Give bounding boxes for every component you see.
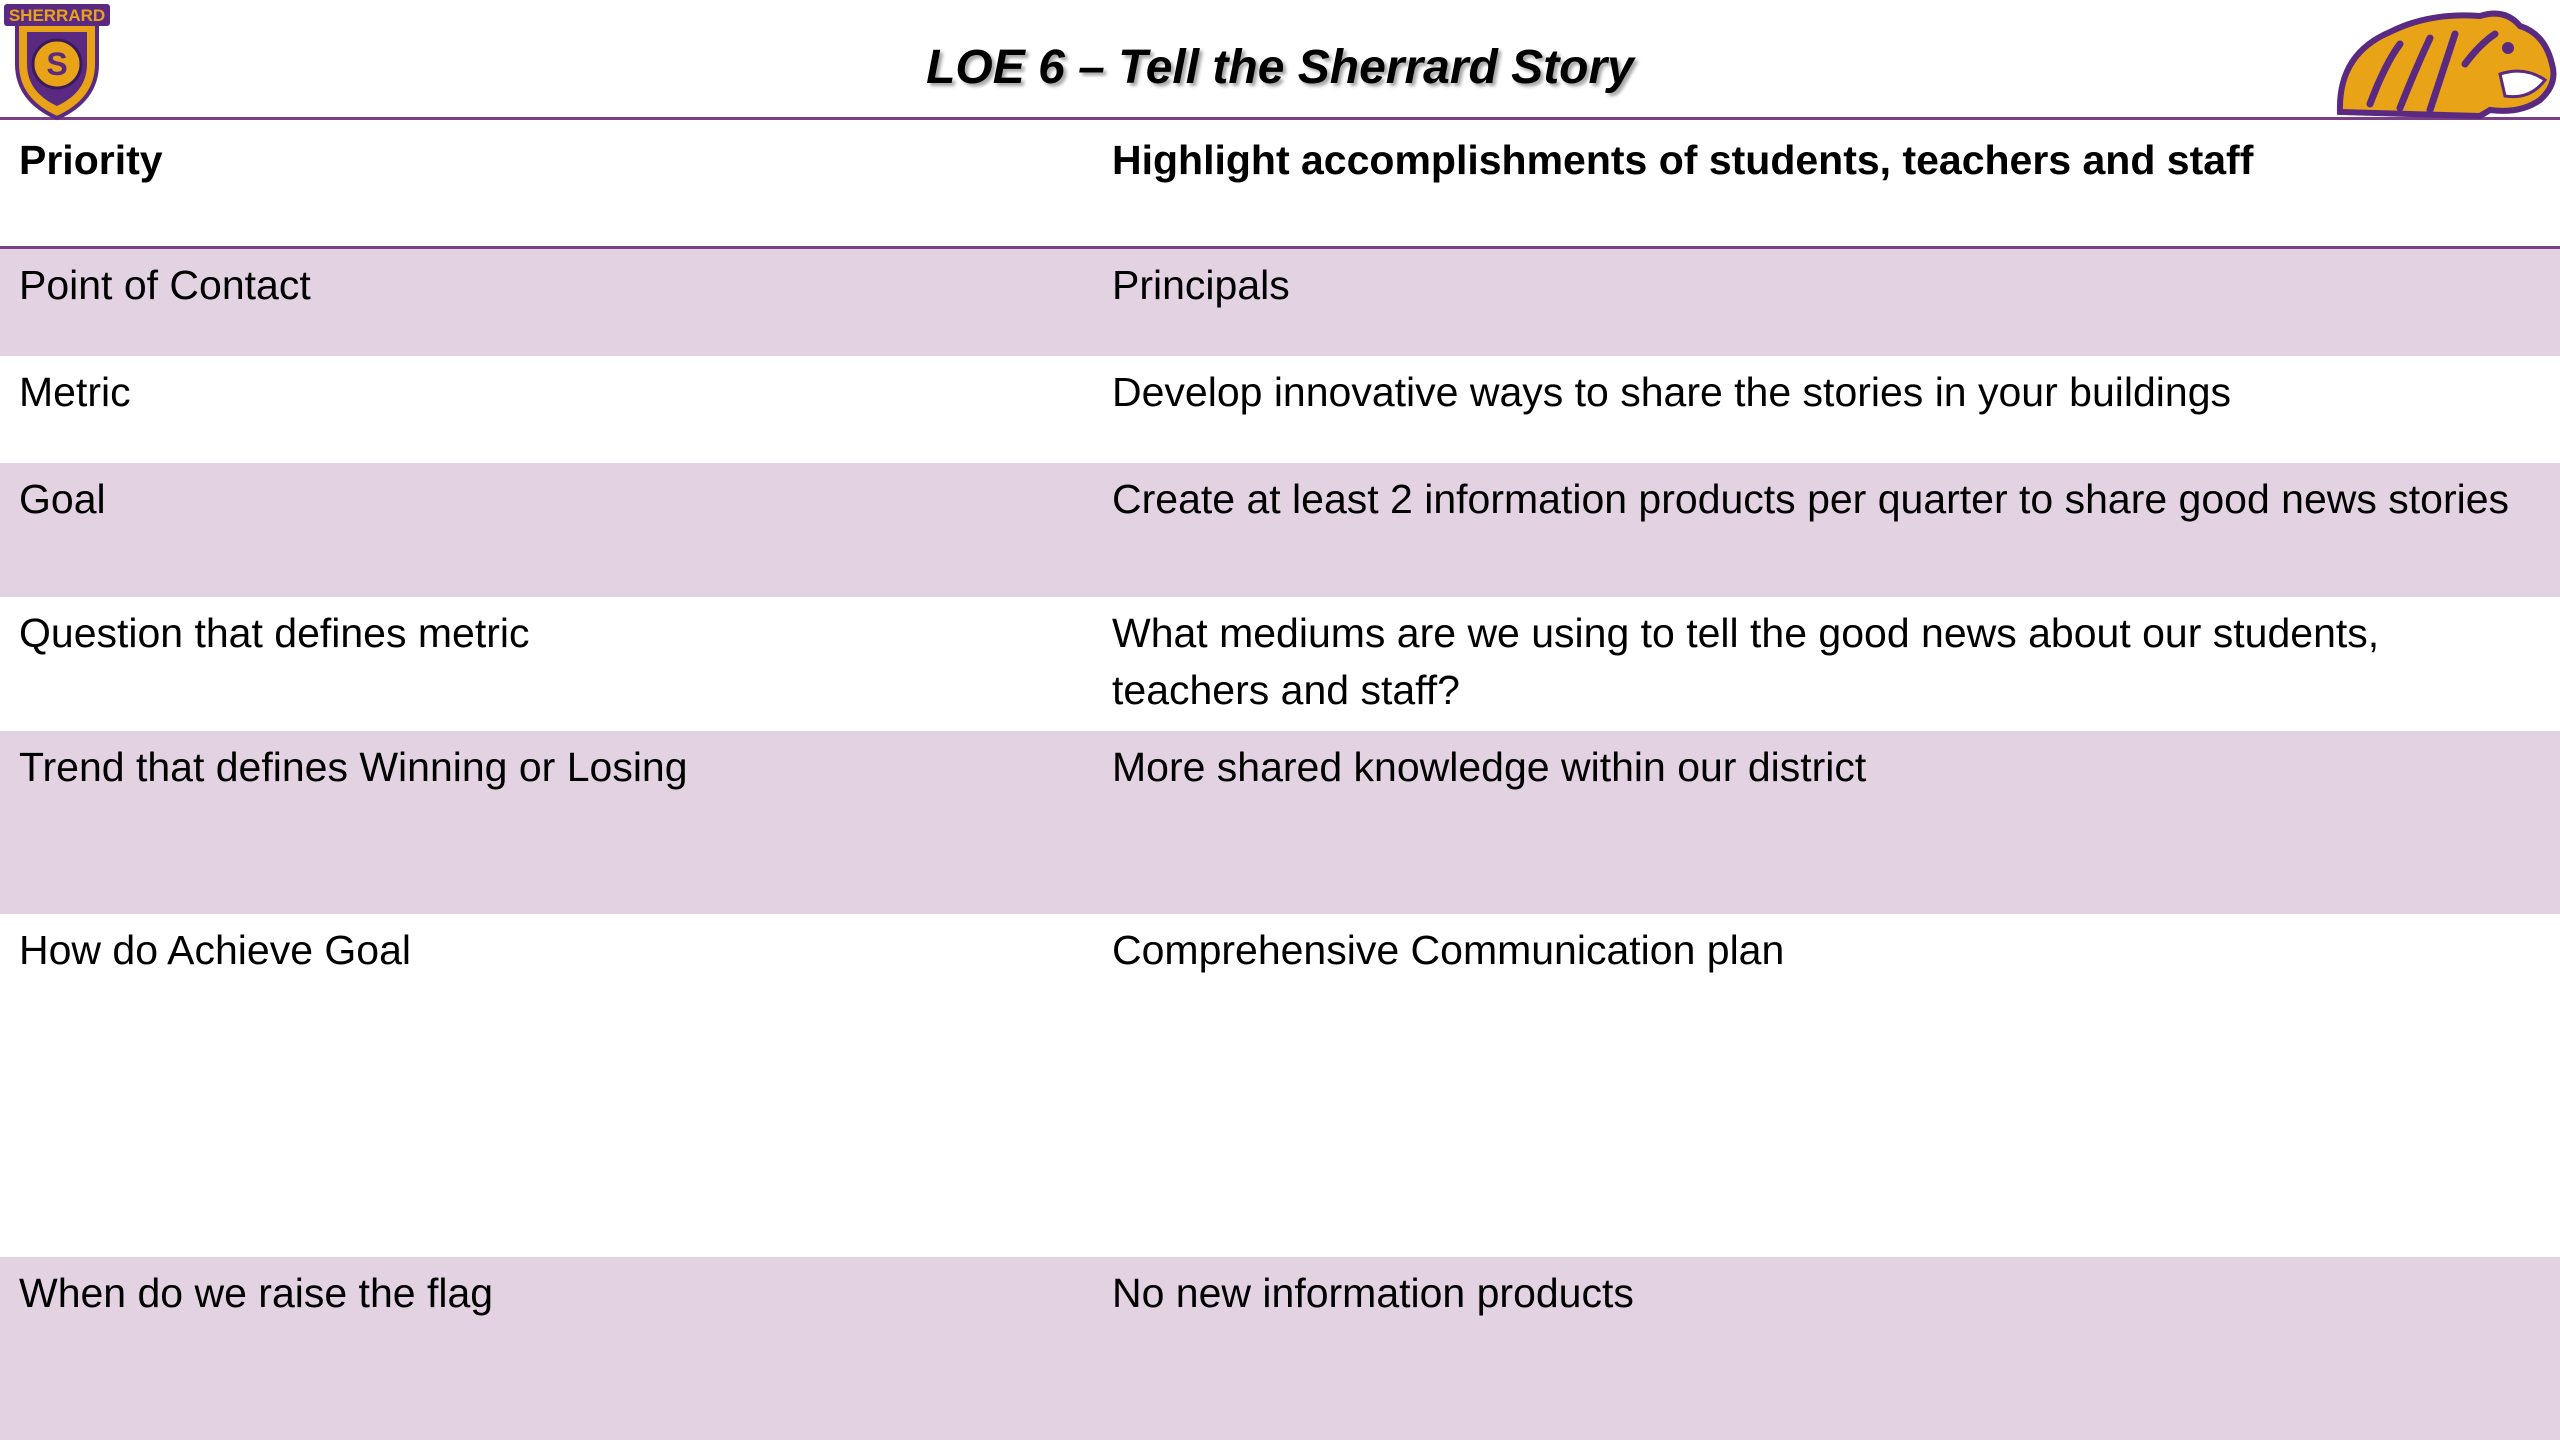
table-header-row: Priority Highlight accomplishments of st… <box>0 122 2560 249</box>
row-value: No new information products <box>1112 1270 1634 1316</box>
row-label: Point of Contact <box>19 262 311 308</box>
priority-value: Highlight accomplishments of students, t… <box>1112 137 2254 183</box>
table-row: When do we raise the flag No new informa… <box>0 1257 2560 1440</box>
row-label: How do Achieve Goal <box>19 927 412 973</box>
row-value: More shared knowledge within our distric… <box>1112 744 1867 790</box>
row-label: Question that defines metric <box>19 610 530 656</box>
row-value: What mediums are we using to tell the go… <box>1112 610 2380 713</box>
row-label: When do we raise the flag <box>19 1270 494 1316</box>
sherrard-shield-logo-icon: S SHERRARD <box>4 4 110 121</box>
table-row: Goal Create at least 2 information produ… <box>0 463 2560 597</box>
page-title: LOE 6 – Tell the Sherrard Story <box>926 41 1634 94</box>
loe-table: Priority Highlight accomplishments of st… <box>0 122 2560 1440</box>
priority-label: Priority <box>19 137 163 183</box>
tiger-mascot-logo-icon <box>2336 10 2557 119</box>
row-value: Develop innovative ways to share the sto… <box>1112 369 2231 415</box>
row-label: Goal <box>19 476 106 522</box>
row-value: Create at least 2 information products p… <box>1112 476 2510 522</box>
row-label: Trend that defines Winning or Losing <box>19 744 688 790</box>
row-value: Comprehensive Communication plan <box>1112 927 1785 973</box>
table-row: How do Achieve Goal Comprehensive Commun… <box>0 914 2560 1257</box>
table-row: Metric Develop innovative ways to share … <box>0 356 2560 463</box>
row-label: Metric <box>19 369 131 415</box>
slide-header: S SHERRARD LOE 6 – Tell the Sherrard Sto… <box>0 0 2560 121</box>
table-row: Point of Contact Principals <box>0 249 2560 356</box>
logo-text: SHERRARD <box>9 6 105 25</box>
logo-letter: S <box>46 46 67 82</box>
row-value: Principals <box>1112 262 1290 308</box>
table-row: Trend that defines Winning or Losing Mor… <box>0 731 2560 914</box>
table-row: Question that defines metric What medium… <box>0 597 2560 731</box>
